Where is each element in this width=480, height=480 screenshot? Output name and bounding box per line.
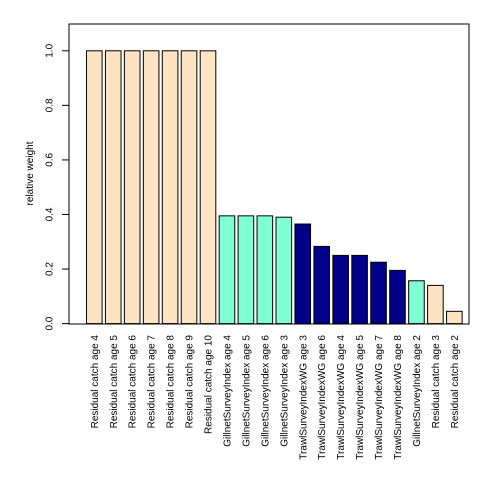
y-tick-label: 0.6 xyxy=(45,153,56,167)
x-tick-label: GillnetSurveyIndex age 2 xyxy=(412,335,423,447)
bar xyxy=(389,269,406,325)
y-axis-label: relative weight xyxy=(25,141,36,205)
x-tick-label: Residual catch age 6 xyxy=(128,335,139,429)
bar xyxy=(123,50,141,325)
bar xyxy=(294,223,312,325)
bar xyxy=(427,284,444,325)
bar xyxy=(370,261,387,325)
x-tick-label: GillnetSurveyIndex age 5 xyxy=(241,335,252,447)
bar xyxy=(199,50,217,325)
x-tick-label: TrawlSurveyIndexWG age 5 xyxy=(355,335,366,460)
bar xyxy=(86,50,103,325)
x-tick-label: Residual catch age 8 xyxy=(166,335,177,429)
y-tick-label: 0.2 xyxy=(45,262,56,276)
x-tick-label: TrawlSurveyIndexWG age 8 xyxy=(393,335,404,460)
bars xyxy=(86,50,463,325)
bar xyxy=(161,50,179,325)
y-axis-ticks: 0.0 0.2 0.4 0.6 0.8 1.0 xyxy=(45,43,69,331)
x-tick-label: Residual catch age 10 xyxy=(204,335,215,434)
x-tick-label: Residual catch age 5 xyxy=(109,335,120,429)
y-tick-label: 0.0 xyxy=(45,316,56,330)
y-tick-label: 0.8 xyxy=(45,98,56,112)
bar xyxy=(408,280,425,325)
bar xyxy=(104,50,122,325)
bar xyxy=(256,215,274,325)
x-tick-label: TrawlSurveyIndexWG age 7 xyxy=(374,335,385,460)
bar xyxy=(332,254,349,325)
x-tick-label: TrawlSurveyIndexWG age 4 xyxy=(336,335,347,460)
bar xyxy=(142,50,160,325)
bar xyxy=(275,216,293,325)
bar xyxy=(446,310,463,325)
bar xyxy=(351,254,368,325)
bar xyxy=(313,245,330,325)
x-tick-label: TrawlSurveyIndexWG age 6 xyxy=(317,335,328,460)
x-tick-label: Residual catch age 2 xyxy=(450,335,461,429)
x-tick-label: GillnetSurveyIndex age 3 xyxy=(279,335,290,447)
x-tick-label: Residual catch age 4 xyxy=(90,335,101,429)
y-tick-label: 0.4 xyxy=(45,207,56,221)
x-tick-label: Residual catch age 7 xyxy=(147,335,158,429)
x-tick-label: Residual catch age 3 xyxy=(431,335,442,429)
x-tick-label: Residual catch age 9 xyxy=(185,335,196,429)
x-axis-tick-labels: Residual catch age 4 Residual catch age 5… xyxy=(90,335,461,460)
x-tick-label: GillnetSurveyIndex age 6 xyxy=(260,335,271,447)
y-tick-label: 1.0 xyxy=(45,43,56,57)
bar xyxy=(218,215,236,325)
bar xyxy=(237,215,255,325)
bar xyxy=(180,50,198,325)
x-tick-label: GillnetSurveyIndex age 4 xyxy=(222,335,233,447)
x-tick-label: TrawlSurveyIndexWG age 3 xyxy=(298,335,309,460)
